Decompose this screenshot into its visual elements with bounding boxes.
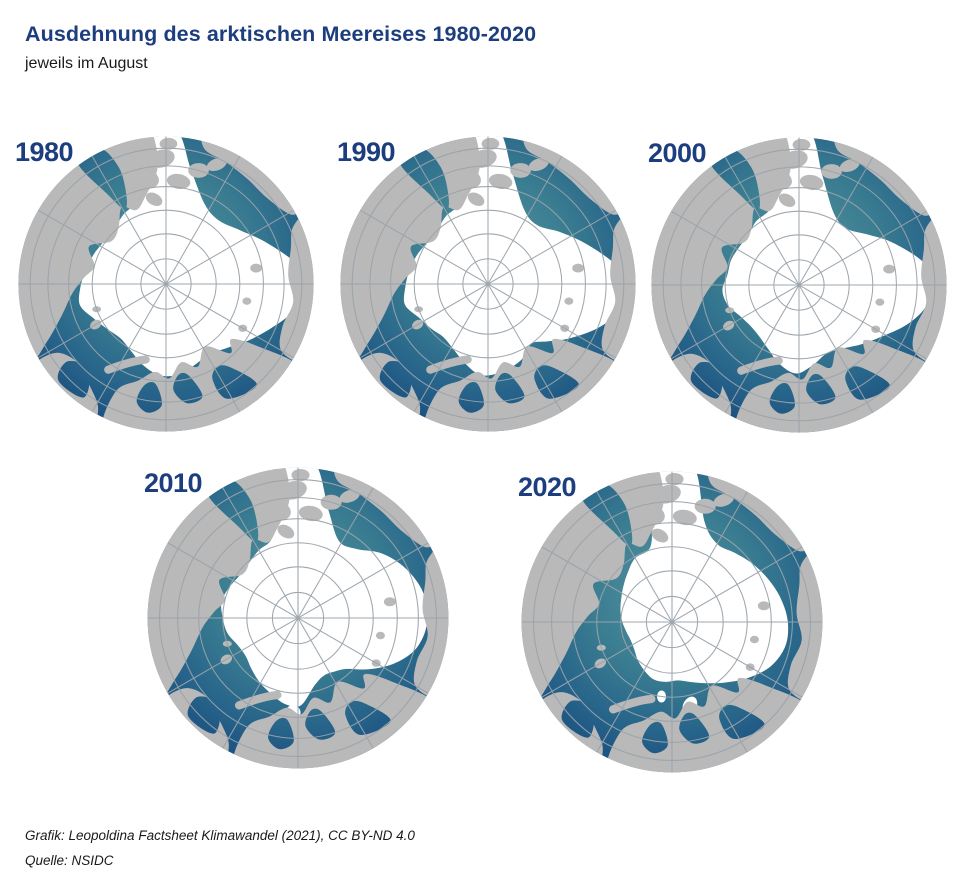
page-title: Ausdehnung des arktischen Meereises 1980… [25, 22, 537, 46]
year-label-1990: 1990 [337, 137, 396, 167]
credit-line: Grafik: Leopoldina Factsheet Klimawandel… [25, 828, 415, 843]
year-label-2020: 2020 [518, 472, 577, 502]
year-label-2010: 2010 [144, 468, 203, 498]
arctic-globe-map-2000 [651, 137, 947, 433]
year-label-1980: 1980 [15, 137, 74, 167]
page-subtitle: jeweils im August [25, 55, 148, 72]
map-panel-2000: 2000 [644, 130, 954, 440]
map-panel-2010: 2010 [140, 460, 456, 776]
source-line: Quelle: NSIDC [25, 853, 114, 868]
arctic-globe-map-2010 [147, 467, 449, 769]
year-label-2000: 2000 [648, 138, 707, 168]
arctic-globe-map-1990 [340, 136, 636, 432]
arctic-globe-map-2020 [521, 471, 823, 773]
map-panel-1980: 1980 [11, 129, 321, 439]
footer-credits: Grafik: Leopoldina Factsheet Klimawandel… [25, 828, 415, 878]
arctic-globe-map-1980 [18, 136, 314, 432]
map-panel-2020: 2020 [514, 464, 830, 780]
header: Ausdehnung des arktischen Meereises 1980… [25, 22, 536, 73]
map-panel-1990: 1990 [333, 129, 643, 439]
